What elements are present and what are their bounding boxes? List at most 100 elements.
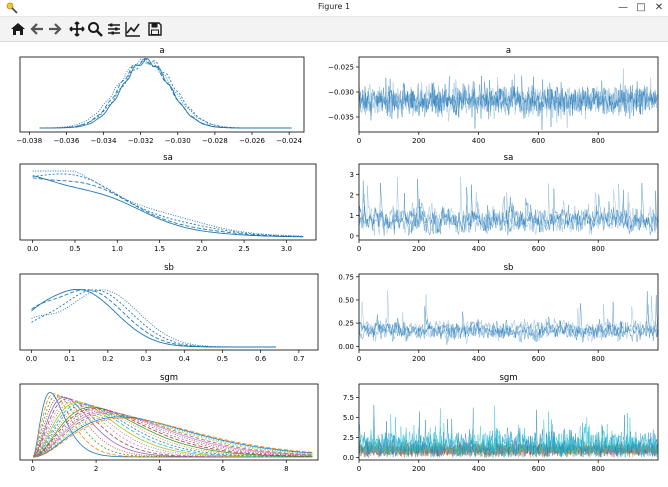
app-icon: [6, 2, 18, 14]
x-tick-label: 600: [532, 355, 545, 363]
x-tick-label: 8: [284, 465, 288, 473]
zoom-button[interactable]: [86, 20, 104, 38]
x-tick-label: −0.028: [202, 137, 228, 145]
x-tick-label: 400: [472, 465, 485, 473]
x-tick-label: 800: [592, 465, 605, 473]
density-line: [31, 289, 276, 348]
density-line: [32, 170, 304, 237]
home-icon: [11, 23, 25, 35]
x-tick-label: 1.5: [154, 245, 165, 253]
x-tick-label: 0.6: [255, 355, 267, 363]
x-tick-label: 2.0: [196, 245, 207, 253]
y-tick-label: −0.025: [328, 64, 354, 72]
x-tick-label: 200: [412, 355, 425, 363]
x-tick-label: 0.2: [102, 355, 113, 363]
x-tick-label: 2.5: [239, 245, 250, 253]
trace-line: [359, 177, 658, 236]
subplot-title: sb: [504, 263, 514, 273]
x-tick-label: 400: [472, 245, 485, 253]
density-line: [33, 412, 313, 458]
trace-line: [359, 291, 658, 345]
x-tick-label: −0.030: [165, 137, 191, 145]
window-titlebar: Figure 1 — □ ✕: [0, 0, 668, 17]
y-tick-label: 0: [350, 232, 354, 240]
x-tick-label: 600: [532, 465, 545, 473]
x-tick-label: 200: [412, 465, 425, 473]
density-line: [31, 289, 276, 348]
x-tick-label: 0.5: [217, 355, 228, 363]
y-tick-label: 5.0: [343, 414, 354, 422]
density-line: [33, 410, 313, 458]
subplot-title: sgm: [499, 373, 517, 383]
density-line: [32, 173, 304, 237]
y-tick-label: −0.030: [328, 89, 354, 97]
subplot-title: sa: [163, 153, 173, 163]
density-line: [32, 394, 313, 458]
x-tick-label: 0: [357, 355, 361, 363]
x-tick-label: 600: [532, 137, 545, 145]
navigation-toolbar: [0, 17, 668, 42]
plot-area: [39, 58, 292, 129]
y-tick-label: 0.25: [338, 320, 354, 328]
x-tick-label: 0.0: [27, 245, 38, 253]
home-button[interactable]: [9, 20, 27, 38]
density-line: [33, 414, 313, 458]
density-line: [33, 417, 313, 458]
x-tick-label: 600: [532, 245, 545, 253]
subplots-icon: [108, 23, 120, 35]
density-line: [33, 416, 313, 458]
subplot-title: a: [159, 46, 164, 56]
pan-button[interactable]: [68, 20, 86, 38]
x-tick-label: 800: [592, 137, 605, 145]
trace-line: [359, 295, 658, 343]
plot-area: [31, 288, 276, 348]
axes-frame: [19, 163, 317, 241]
back-button[interactable]: [28, 20, 46, 38]
x-tick-label: 0.1: [64, 355, 75, 363]
y-tick-label: 0.00: [338, 343, 354, 351]
plot-area: [359, 405, 658, 458]
y-tick-label: 0.50: [338, 296, 354, 304]
trace-line: [359, 188, 658, 236]
y-tick-label: 0.0: [343, 454, 354, 462]
x-tick-label: 0.5: [69, 245, 80, 253]
subplot-0-a: a −0.038 −0.036 −0.034 −0.032 −0.030 −0.028 −0.…: [16, 46, 305, 145]
x-tick-label: 4: [157, 465, 162, 473]
minimize-button[interactable]: —: [618, 2, 628, 13]
subplot-title: sb: [164, 263, 174, 273]
x-tick-label: 1.0: [112, 245, 123, 253]
density-line: [32, 175, 304, 238]
axes-frame: [19, 383, 319, 461]
close-button[interactable]: ✕: [654, 2, 664, 13]
edit-axis-button[interactable]: [124, 20, 142, 38]
x-tick-label: −0.024: [276, 137, 302, 145]
subplot-title: sa: [504, 153, 514, 163]
maximize-button[interactable]: □: [636, 2, 646, 13]
subplot-3-sa: sa 0 200 400 600 800 0 1 2 3: [350, 153, 659, 253]
window-title: Figure 1: [317, 2, 351, 11]
forward-button[interactable]: [46, 20, 64, 38]
x-tick-label: 0.3: [141, 355, 152, 363]
axes-frame: [19, 273, 319, 351]
y-tick-label: 2: [350, 191, 354, 199]
back-arrow-icon: [30, 23, 43, 35]
plot-area: [32, 170, 304, 238]
density-line: [33, 406, 313, 458]
density-line: [33, 405, 313, 458]
trace-line: [359, 178, 658, 236]
x-tick-label: 0: [357, 245, 361, 253]
save-button[interactable]: [146, 20, 164, 38]
subplot-2-sa: sa 0.0 0.5 1.0 1.5 2.0 2.5 3.0: [19, 153, 317, 253]
x-tick-label: 0.4: [179, 355, 191, 363]
density-line: [31, 289, 276, 348]
axes-frame: [358, 383, 659, 461]
y-tick-label: 1: [350, 212, 354, 220]
subplots-button[interactable]: [105, 20, 123, 38]
density-line: [33, 398, 313, 458]
plot-area: [32, 391, 313, 458]
x-tick-label: −0.026: [239, 137, 265, 145]
y-tick-label: 3: [350, 171, 354, 179]
trace-line: [359, 405, 658, 458]
axes-frame: [358, 163, 659, 241]
subplot-1-a: a 0 200 400 600 800 −0.025 −0.030 −0.035: [328, 46, 659, 145]
